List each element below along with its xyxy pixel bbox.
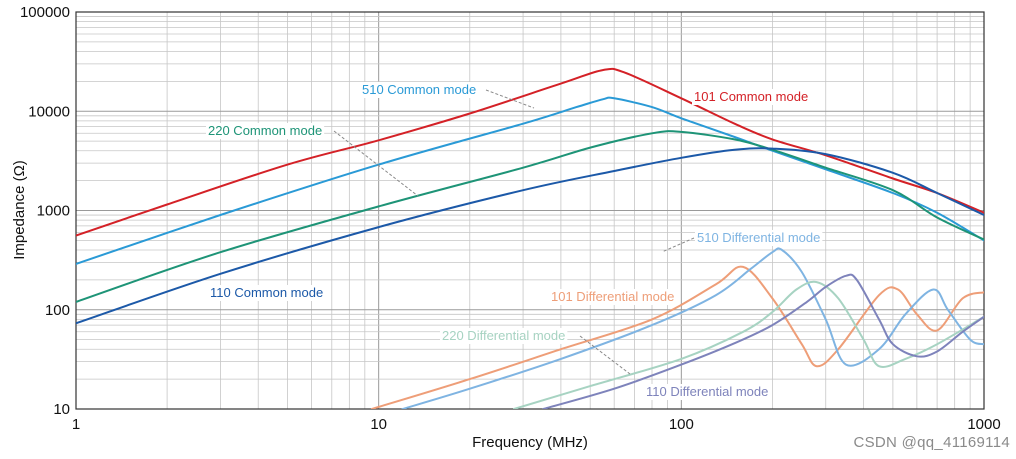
series-label-bg <box>692 89 811 105</box>
y-tick-label: 10 <box>53 401 70 418</box>
plot-frame <box>75 11 985 410</box>
x-tick-label: 10 <box>370 416 387 433</box>
series-label-bg <box>549 289 677 305</box>
y-tick-labels: 10 100 1000 10000 100000 <box>20 4 70 418</box>
series-line-7 <box>542 273 984 409</box>
y-tick-label: 1000 <box>37 203 70 220</box>
series-label-1: 101 Common mode <box>694 89 808 104</box>
label-leader-line <box>579 335 631 375</box>
series-label-2: 220 Common mode <box>208 123 322 138</box>
series-label-7: 110 Differential mode <box>646 384 768 399</box>
grid <box>76 12 984 409</box>
x-axis-title: Frequency (MHz) <box>472 434 588 451</box>
label-leader-line <box>333 130 419 197</box>
series-label-3: 110 Common mode <box>210 285 323 300</box>
series-label-bg <box>206 123 325 139</box>
series-line-2 <box>76 130 984 303</box>
label-leader-line <box>485 89 535 109</box>
series-line-6 <box>513 280 984 409</box>
series-line-4 <box>370 265 984 409</box>
series-label-bg <box>695 230 823 246</box>
x-tick-label: 100 <box>669 416 694 433</box>
series-label-4: 510 Differential mode <box>697 230 820 245</box>
series-label-6: 220 Differential mode <box>442 328 565 343</box>
series-labels: 510 Common mode 101 Common mode 220 Common… <box>206 82 823 400</box>
y-tick-label: 100000 <box>20 4 70 21</box>
y-tick-label: 100 <box>45 302 70 319</box>
series-label-bg <box>440 328 568 344</box>
label-leader-line <box>661 237 695 253</box>
y-tick-label: 10000 <box>28 103 70 120</box>
series-label-bg <box>208 285 326 301</box>
watermark: CSDN @qq_41169114 <box>853 434 1010 451</box>
x-tick-label: 1000 <box>967 416 1000 433</box>
series-label-5: 101 Differential mode <box>551 289 674 304</box>
series-lines <box>76 67 984 409</box>
series-line-5 <box>401 247 984 409</box>
x-tick-labels: 1 10 100 1000 <box>72 416 1001 433</box>
series-line-1 <box>76 96 984 265</box>
x-tick-label: 1 <box>72 416 80 433</box>
series-line-0 <box>76 67 984 237</box>
y-axis-title: Impedance (Ω) <box>11 160 28 260</box>
series-label-bg <box>360 82 479 98</box>
series-line-3 <box>76 147 984 325</box>
series-label-bg <box>644 384 771 400</box>
label-leaders <box>333 89 695 375</box>
series-label-0: 510 Common mode <box>362 82 476 97</box>
